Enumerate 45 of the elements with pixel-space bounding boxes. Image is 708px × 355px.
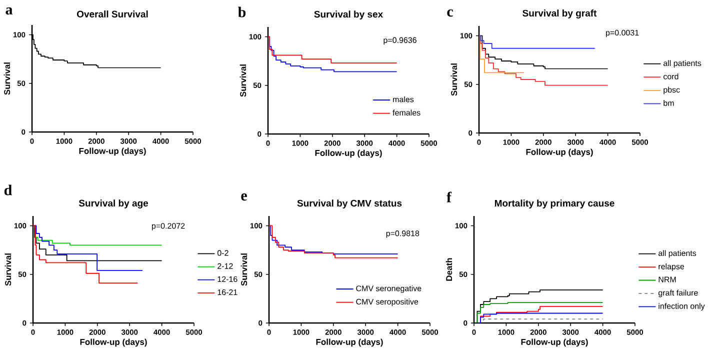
legend-label: infection only xyxy=(658,303,705,310)
y-axis-title: Survival xyxy=(4,62,10,95)
x-axis-title: Follow-up (days) xyxy=(521,338,588,347)
y-axis-title: Survival xyxy=(4,254,12,286)
legend-label: CMV seropositive xyxy=(356,298,418,306)
legend-label: cord xyxy=(664,73,678,80)
legend-label: graft failure xyxy=(658,290,698,298)
annotation: p=0.9636 xyxy=(384,37,416,45)
chart-title: Mortality by primary cause xyxy=(494,200,614,208)
text: d xyxy=(4,184,12,196)
legend-label: NRM xyxy=(658,276,676,282)
annotation: p=0.9818 xyxy=(386,230,420,238)
x-axis-title: Follow-up (days) xyxy=(315,150,382,158)
legend-label: pbsc xyxy=(664,86,680,94)
chart-title: Survival by age xyxy=(78,200,148,208)
legend-label: relapse xyxy=(658,263,684,271)
legend-label: bm xyxy=(664,100,674,106)
text: b xyxy=(238,6,246,18)
legend-label: CMV seronegative xyxy=(356,285,422,293)
annotation: p=0.2072 xyxy=(152,223,185,230)
chart-title: Overall Survival xyxy=(76,10,148,18)
x-axis-title: Follow-up (days) xyxy=(79,148,146,156)
legend-label: all patients xyxy=(658,250,696,258)
legend-label: 0-2 xyxy=(217,250,228,256)
text: f xyxy=(446,192,452,202)
chart-title: Survival by sex xyxy=(314,10,384,20)
text: e xyxy=(241,193,247,201)
text: c xyxy=(447,9,453,17)
legend-label: females xyxy=(392,110,420,116)
text: a xyxy=(6,7,13,15)
y-axis-title: Death xyxy=(446,258,452,281)
y-axis-title: Survival xyxy=(240,64,246,97)
x-axis-title: Follow-up (days) xyxy=(526,148,593,157)
y-axis-title: Survival xyxy=(240,254,248,286)
x-axis-title: Follow-up (days) xyxy=(316,338,383,347)
legend-label: 2-12 xyxy=(218,263,233,269)
legend-label: 16-21 xyxy=(218,289,238,296)
y-axis-title: Survival xyxy=(450,64,458,96)
legend-label: males xyxy=(393,96,414,102)
annotation: p=0.0031 xyxy=(606,30,639,38)
legend-label: 12-16 xyxy=(218,276,238,282)
legend-label: all patients xyxy=(664,60,702,68)
chart-title: Survival by CMV status xyxy=(297,200,402,208)
x-axis-title: Follow-up (days) xyxy=(80,338,147,347)
chart-title: Survival by graft xyxy=(522,10,597,18)
